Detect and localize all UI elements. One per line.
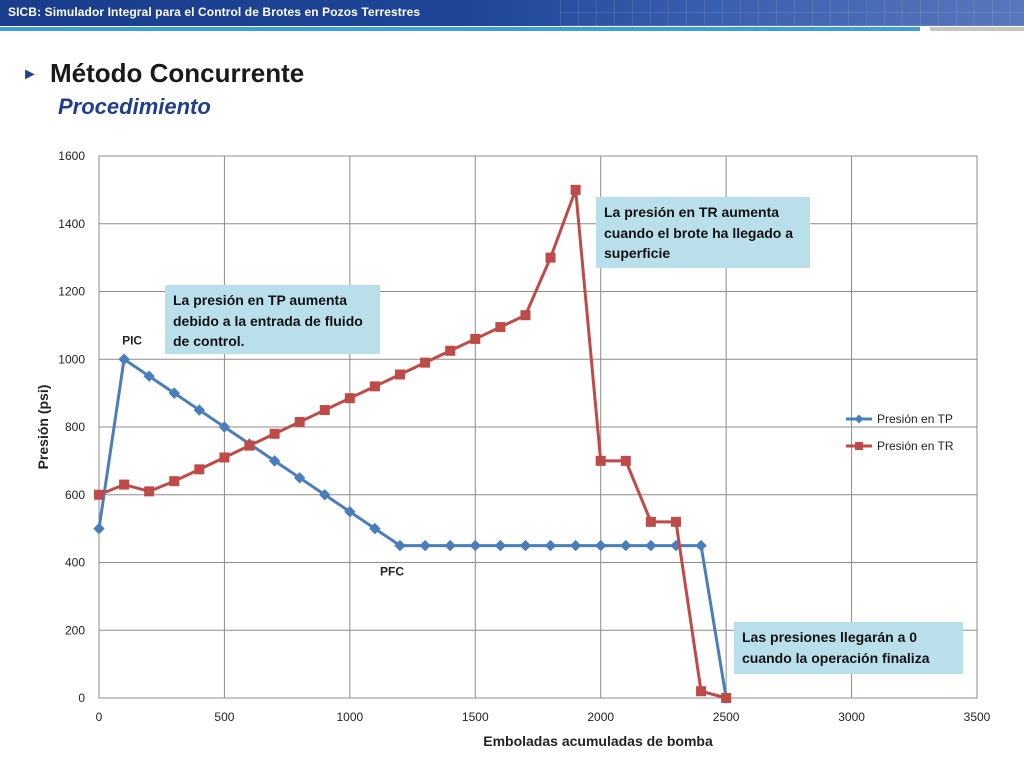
- y-tick-label: 1000: [58, 352, 85, 366]
- data-point-tr: [94, 489, 104, 500]
- annotation-pfc: PFC: [380, 565, 404, 579]
- data-point-tr: [470, 333, 481, 344]
- data-point-tp: [268, 455, 281, 467]
- data-point-tp: [319, 489, 331, 501]
- data-point-tr: [520, 310, 531, 321]
- y-tick-label: 400: [65, 556, 85, 570]
- plot-border: [98, 155, 978, 699]
- y-tick-label: 1600: [58, 149, 85, 163]
- y-tick-label: 600: [65, 488, 85, 502]
- legend-marker-tr: [855, 442, 863, 450]
- data-point-tr: [670, 516, 681, 527]
- data-point-tp: [293, 472, 306, 484]
- y-tick-label: 200: [65, 623, 85, 637]
- data-point-tr: [319, 405, 330, 416]
- data-point-tp: [218, 421, 231, 433]
- data-point-tr: [595, 455, 606, 466]
- x-tick-label: 2500: [713, 710, 740, 724]
- data-point-tp: [193, 404, 206, 416]
- data-point-tp: [444, 539, 456, 552]
- x-tick-label: 0: [96, 710, 103, 724]
- bullet-icon: ►: [22, 66, 38, 83]
- data-point-tr: [194, 464, 205, 475]
- data-point-tr: [144, 486, 155, 497]
- data-point-tr: [696, 686, 707, 697]
- header-underline: [0, 27, 920, 31]
- data-point-tp: [519, 539, 532, 552]
- data-point-tr: [570, 184, 581, 195]
- header-pattern: [560, 0, 1024, 26]
- x-tick-label: 1000: [337, 710, 364, 724]
- data-point-tp: [143, 370, 155, 382]
- data-point-tr: [395, 369, 406, 380]
- data-point-tr: [119, 479, 130, 490]
- callout-end: Las presiones llegarán a 0 cuando la ope…: [734, 622, 963, 674]
- data-point-tr: [721, 693, 732, 703]
- data-point-tp: [369, 522, 381, 535]
- data-point-tp: [695, 539, 707, 552]
- header-underline-gray: [930, 27, 1024, 31]
- annotation-pic: PIC: [122, 333, 142, 347]
- callout-tr: La presión en TR aumenta cuando el brote…: [596, 197, 810, 268]
- data-point-tr: [369, 381, 380, 392]
- data-point-tp: [344, 505, 356, 518]
- y-axis-title: Presión (psi): [35, 385, 51, 470]
- header-title: SICB: Simulador Integral para el Control…: [8, 5, 421, 19]
- x-tick-label: 500: [214, 710, 234, 724]
- data-point-tp: [93, 522, 105, 535]
- data-point-tr: [294, 416, 305, 427]
- y-tick-label: 1200: [58, 285, 85, 299]
- legend-label: Presión en TP: [877, 412, 953, 426]
- data-point-tp: [419, 539, 431, 552]
- data-point-tp: [645, 539, 657, 552]
- data-point-tr: [645, 516, 656, 527]
- data-point-tr: [545, 252, 556, 263]
- callout-tp: La presión en TP aumenta debido a la ent…: [165, 285, 380, 354]
- data-point-tr: [244, 440, 255, 451]
- data-point-tr: [420, 357, 431, 368]
- slide-subtitle: Procedimiento: [58, 94, 211, 119]
- series-line-tp: [97, 357, 728, 699]
- data-point-tp: [620, 539, 632, 552]
- data-point-tr: [269, 428, 280, 439]
- data-point-tr: [344, 393, 355, 404]
- data-point-tr: [169, 476, 180, 487]
- x-tick-label: 3000: [838, 710, 865, 724]
- data-point-tp: [569, 539, 582, 552]
- header-bar: SICB: Simulador Integral para el Control…: [0, 0, 1024, 26]
- data-point-tp: [394, 539, 406, 552]
- data-point-tp: [494, 539, 507, 552]
- legend-marker-tp: [854, 414, 864, 424]
- data-point-tr: [495, 322, 506, 333]
- x-tick-label: 1500: [462, 710, 489, 724]
- data-point-tp: [544, 539, 557, 552]
- y-tick-label: 0: [78, 691, 85, 705]
- data-point-tp: [168, 387, 180, 399]
- data-point-tp: [595, 539, 607, 552]
- x-tick-label: 3500: [964, 710, 991, 724]
- y-tick-label: 1400: [58, 217, 85, 231]
- data-point-tr: [620, 455, 631, 466]
- data-point-tr: [219, 452, 230, 463]
- slide-title: Método Concurrente: [50, 58, 305, 88]
- data-point-tp: [469, 539, 481, 552]
- data-point-tr: [445, 345, 456, 356]
- legend-label: Presión en TR: [877, 439, 954, 453]
- x-tick-label: 2000: [587, 710, 614, 724]
- data-point-tp: [118, 353, 130, 365]
- x-axis-title: Emboladas acumuladas de bomba: [483, 733, 713, 749]
- y-tick-label: 800: [65, 420, 85, 434]
